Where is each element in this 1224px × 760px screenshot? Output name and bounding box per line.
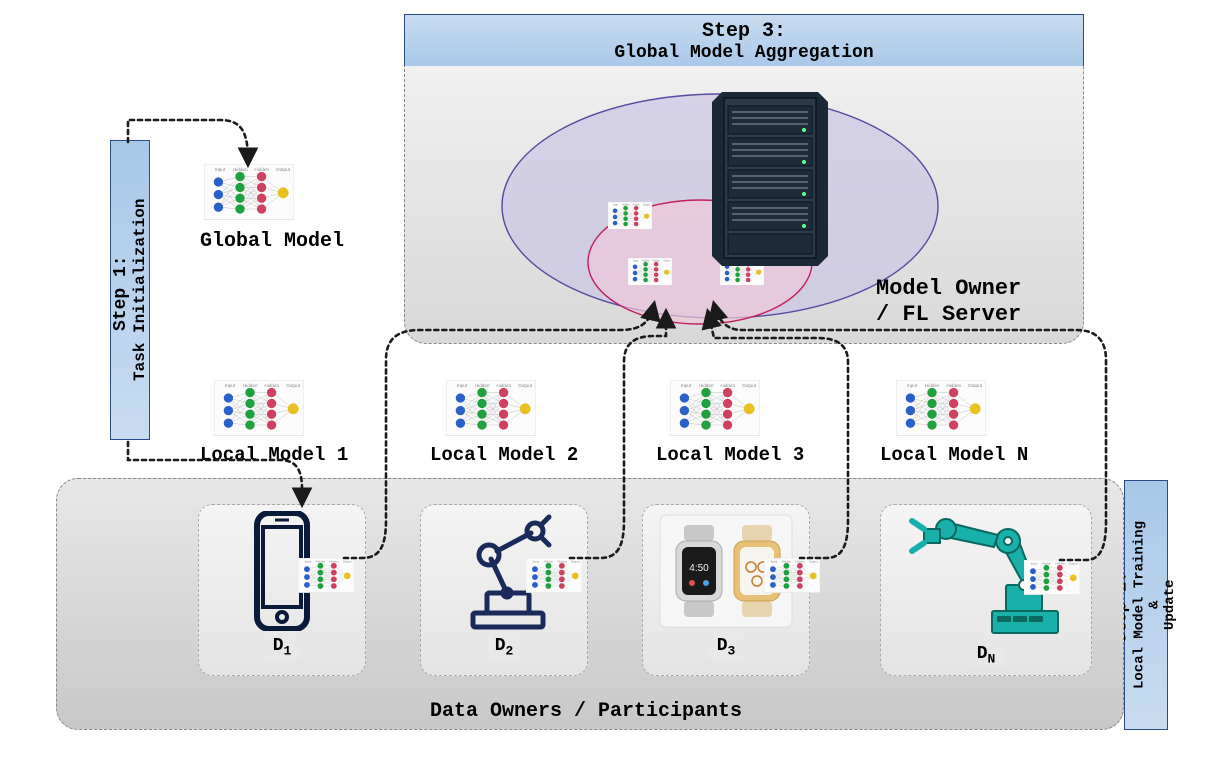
local-model-1-thumb — [214, 380, 304, 436]
step2-sub-l2: & — [1148, 601, 1163, 609]
step3-title: Step 3: — [702, 20, 786, 43]
model-owner-l2: / FL Server — [876, 302, 1021, 328]
model-owner-l1: Model Owner — [876, 276, 1021, 302]
step2-sub-l3: Update — [1163, 580, 1178, 630]
server-nn-3 — [628, 258, 672, 286]
device-d1-nn — [298, 558, 354, 594]
server-nn-1 — [608, 202, 652, 230]
svg-text:4:50: 4:50 — [689, 563, 709, 574]
step2-banner: Step 2: Local Model Training & Update — [1124, 480, 1168, 730]
device-d3-label: D3 — [709, 635, 744, 660]
step1-banner: Step 1: Task Initialization — [110, 140, 150, 440]
step1-subtitle: Task Initialization — [131, 199, 149, 381]
local-model-2-label: Local Model 2 — [430, 444, 578, 466]
local-model-3-label: Local Model 3 — [656, 444, 804, 466]
model-owner-label: Model Owner / FL Server — [876, 276, 1021, 329]
server-icon — [710, 86, 830, 266]
device-d2-label: D2 — [487, 635, 522, 660]
device-d2-nn — [526, 558, 582, 594]
local-model-n-thumb — [896, 380, 986, 436]
local-model-1-label: Local Model 1 — [200, 444, 348, 466]
device-dn-label: DN — [969, 643, 1004, 668]
device-d3-nn — [764, 558, 820, 594]
step3-banner: Step 3: Global Model Aggregation — [404, 14, 1084, 68]
device-d1-label: D1 — [265, 635, 300, 660]
step3-subtitle: Global Model Aggregation — [614, 43, 873, 63]
data-owners-label: Data Owners / Participants — [430, 700, 742, 723]
global-model-thumb — [204, 164, 294, 220]
device-dn-nn — [1024, 560, 1080, 596]
global-model-label: Global Model — [200, 230, 344, 253]
local-model-3-thumb — [670, 380, 760, 436]
step1-title: Step 1: — [111, 255, 131, 331]
local-model-2-thumb — [446, 380, 536, 436]
local-model-n-label: Local Model N — [880, 444, 1028, 466]
step2-sub-l1: Local Model Training — [1132, 521, 1147, 689]
